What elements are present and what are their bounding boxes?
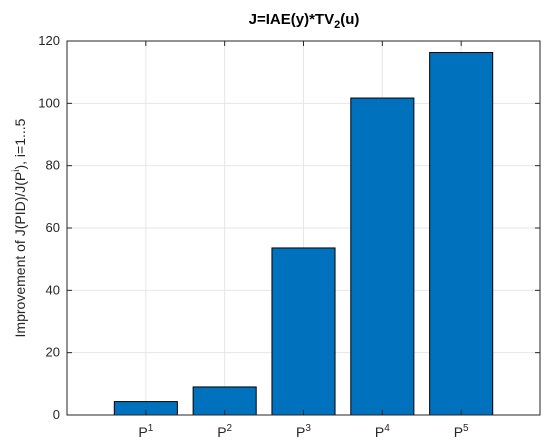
chart-title: J=IAE(y)*TV2(u) — [249, 11, 360, 31]
y-tick-label: 20 — [46, 345, 60, 360]
x-tick-label-base: P — [138, 424, 147, 440]
x-tick-label-superscript: 1 — [148, 423, 154, 434]
x-tick-label-base: P — [296, 424, 305, 440]
y-tick-label: 40 — [46, 282, 60, 297]
x-tick-label: P1 — [138, 423, 153, 440]
y-axis-label-superscript: i — [11, 170, 22, 172]
axes-box — [66, 40, 541, 416]
x-tick-label-superscript: 4 — [384, 423, 390, 434]
bar-p4 — [350, 97, 415, 416]
bar-p5 — [429, 52, 494, 416]
chart-title-main: J=IAE(y)*TV — [249, 11, 334, 28]
x-tick-label-base: P — [454, 424, 463, 440]
axes — [66, 40, 541, 416]
y-tick-label: 80 — [46, 158, 60, 173]
y-tick-label: 100 — [38, 95, 60, 110]
y-tick-label: 60 — [46, 220, 60, 235]
x-tick-label-base: P — [217, 424, 226, 440]
x-tick-label-superscript: 3 — [305, 423, 311, 434]
x-tick-label: P3 — [296, 423, 311, 440]
y-tick-label: 0 — [53, 407, 60, 422]
chart-title-tail: (u) — [340, 11, 359, 28]
bar-p3 — [271, 247, 336, 416]
x-tick-label: P2 — [217, 423, 232, 440]
y-axis-label: Improvement of J(PID)/J(Pi), i=1...5 — [11, 118, 28, 337]
y-axis-label-main: Improvement of J(PID)/J(P — [12, 172, 28, 338]
bars — [113, 52, 494, 416]
y-tick-label: 120 — [38, 33, 60, 48]
x-tick-label-superscript: 5 — [463, 423, 469, 434]
x-tick-label: P4 — [375, 423, 390, 440]
x-tick-label-base: P — [375, 424, 384, 440]
x-tick-labels: P1 P2 P3 P4 P5 — [138, 423, 469, 440]
chart-title-subscript: 2 — [334, 19, 340, 31]
x-tick-label-superscript: 2 — [227, 423, 233, 434]
x-tick-label: P5 — [454, 423, 469, 440]
y-axis-label-tail: ), i=1...5 — [12, 118, 28, 169]
y-tick-labels: 0 20 40 60 80 100 120 — [38, 33, 60, 422]
